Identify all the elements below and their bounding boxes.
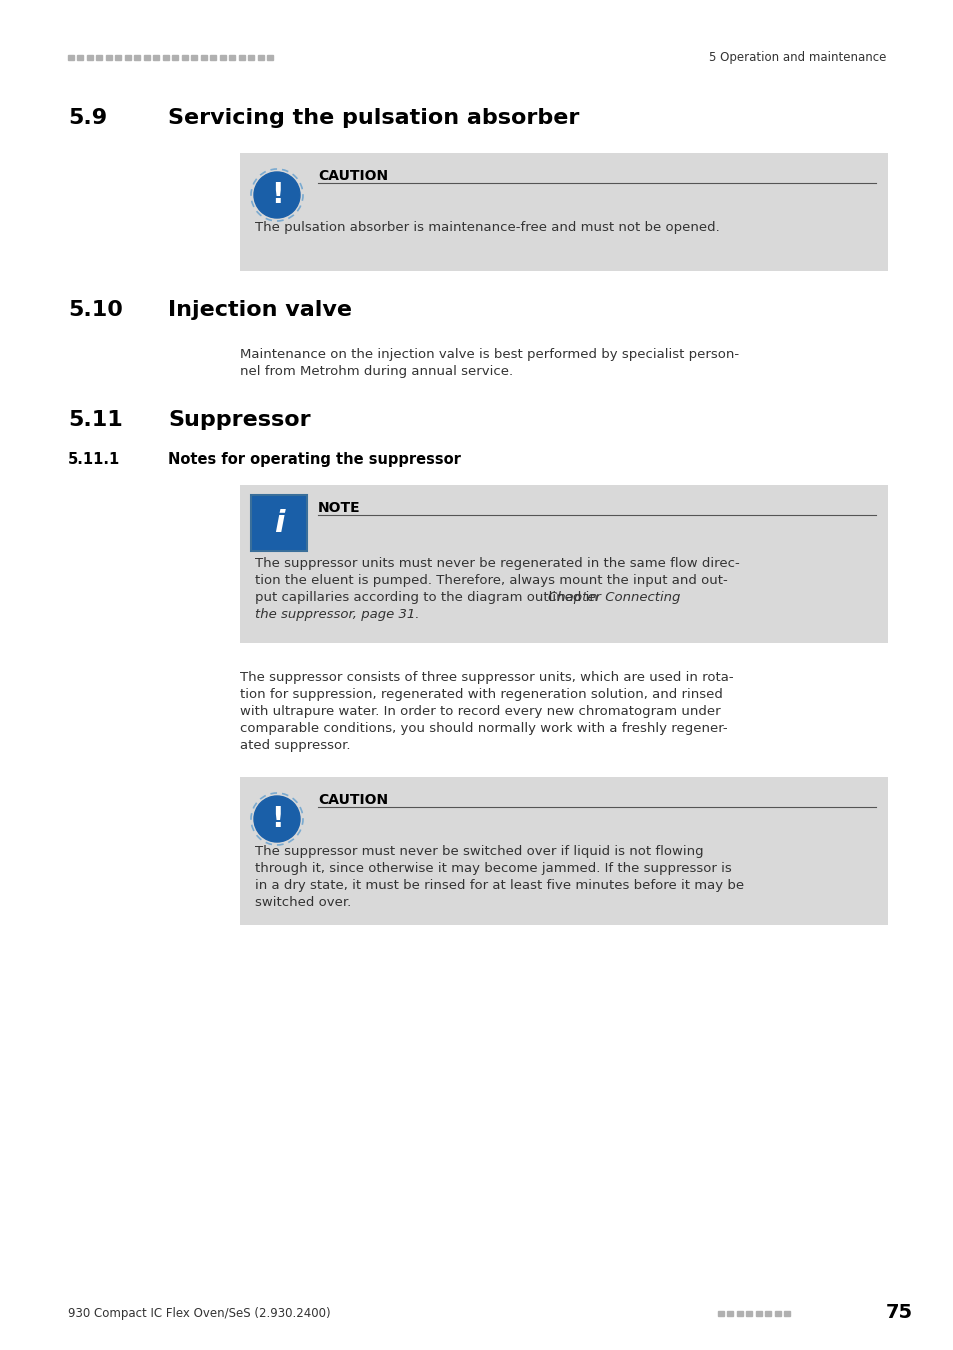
Bar [267,54,274,59]
Text: the suppressor, page 31.: the suppressor, page 31. [254,608,419,621]
Text: Notes for operating the suppressor: Notes for operating the suppressor [168,452,460,467]
Bar [87,54,92,59]
Bar [783,1311,790,1315]
Circle shape [253,171,299,217]
Text: in a dry state, it must be rinsed for at least five minutes before it may be: in a dry state, it must be rinsed for at… [254,879,743,892]
Bar [77,54,84,59]
Bar [163,54,169,59]
Text: 75: 75 [885,1304,912,1323]
Text: 5.11: 5.11 [68,410,123,431]
Bar [755,1311,761,1315]
Text: NOTE: NOTE [317,501,360,514]
Bar [125,54,131,59]
Text: !: ! [271,805,283,833]
Text: 930 Compact IC Flex Oven/SeS (2.930.2400): 930 Compact IC Flex Oven/SeS (2.930.2400… [68,1307,331,1319]
FancyBboxPatch shape [251,495,307,551]
Bar [115,54,121,59]
Text: i: i [274,509,284,537]
Bar [745,1311,752,1315]
Text: 5.11.1: 5.11.1 [68,452,120,467]
Bar [153,54,159,59]
Bar [134,54,140,59]
Text: switched over.: switched over. [254,896,351,909]
Text: CAUTION: CAUTION [317,792,388,807]
Text: Maintenance on the injection valve is best performed by specialist person-: Maintenance on the injection valve is be… [240,348,739,360]
Text: with ultrapure water. In order to record every new chromatogram under: with ultrapure water. In order to record… [240,705,720,718]
Bar [230,54,235,59]
Bar [718,1311,723,1315]
Bar [192,54,197,59]
Bar [239,54,245,59]
Text: Injection valve: Injection valve [168,300,352,320]
Bar [211,54,216,59]
Bar [257,54,264,59]
Text: The suppressor consists of three suppressor units, which are used in rota-: The suppressor consists of three suppres… [240,671,733,684]
Text: ated suppressor.: ated suppressor. [240,738,350,752]
Bar [144,54,150,59]
Text: Servicing the pulsation absorber: Servicing the pulsation absorber [168,108,578,128]
Text: put capillaries according to the diagram outlined in: put capillaries according to the diagram… [254,591,601,603]
Circle shape [253,796,299,842]
Bar [774,1311,781,1315]
Bar [248,54,254,59]
Text: Suppressor: Suppressor [168,410,311,431]
Bar [96,54,102,59]
Bar [220,54,226,59]
Text: CAUTION: CAUTION [317,169,388,184]
Text: 5.10: 5.10 [68,300,123,320]
Text: Chapter Connecting: Chapter Connecting [547,591,679,603]
Text: The pulsation absorber is maintenance-free and must not be opened.: The pulsation absorber is maintenance-fr… [254,221,719,234]
Text: The suppressor units must never be regenerated in the same flow direc-: The suppressor units must never be regen… [254,558,739,570]
Text: The suppressor must never be switched over if liquid is not flowing: The suppressor must never be switched ov… [254,845,703,859]
Bar [727,1311,733,1315]
Text: tion for suppression, regenerated with regeneration solution, and rinsed: tion for suppression, regenerated with r… [240,688,722,701]
Text: !: ! [271,181,283,209]
Bar [240,153,887,271]
Bar [201,54,207,59]
Text: nel from Metrohm during annual service.: nel from Metrohm during annual service. [240,364,513,378]
Text: 5 Operation and maintenance: 5 Operation and maintenance [708,50,885,63]
Bar [172,54,178,59]
Bar [764,1311,771,1315]
Text: comparable conditions, you should normally work with a freshly regener-: comparable conditions, you should normal… [240,722,727,734]
Bar [737,1311,742,1315]
Bar [182,54,188,59]
Text: tion the eluent is pumped. Therefore, always mount the input and out-: tion the eluent is pumped. Therefore, al… [254,574,727,587]
Bar [106,54,112,59]
Bar [240,485,887,643]
Text: through it, since otherwise it may become jammed. If the suppressor is: through it, since otherwise it may becom… [254,863,731,875]
Text: 5.9: 5.9 [68,108,107,128]
Bar [68,54,74,59]
Bar [240,778,887,925]
